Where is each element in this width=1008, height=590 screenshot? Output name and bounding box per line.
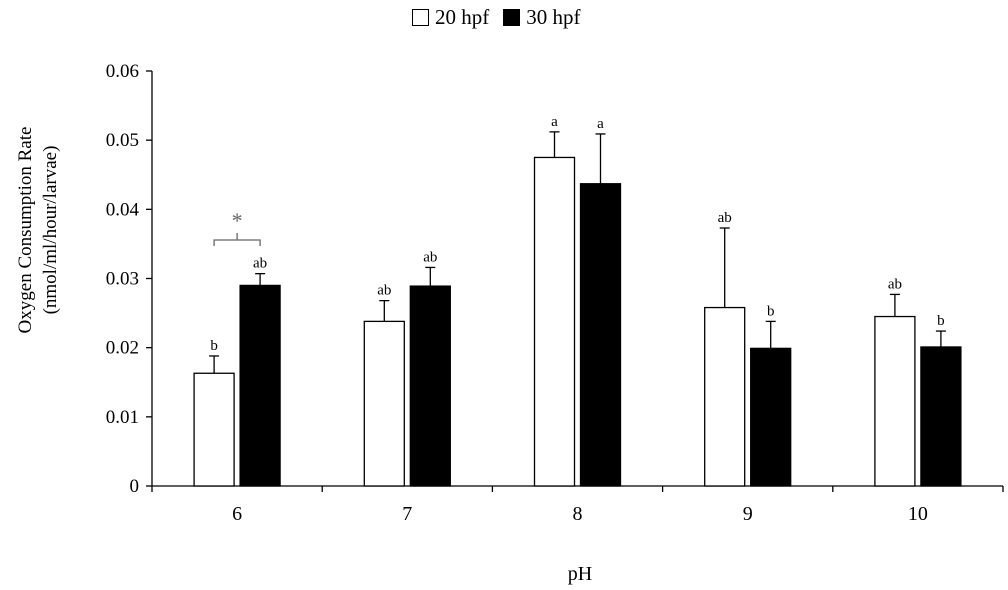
significance-letter: b [767, 303, 775, 319]
bar [874, 315, 916, 487]
significance-letter: ab [253, 256, 267, 272]
legend: 20 hpf 30 hpf [412, 4, 595, 30]
bar [239, 284, 281, 487]
x-tick-label: 6 [232, 503, 242, 525]
x-tick-label: 8 [573, 503, 583, 525]
y-tick-label: 0.01 [106, 407, 139, 428]
significance-letter: b [210, 338, 218, 354]
significance-asterisk: * [232, 208, 243, 233]
y-tick-label: 0.02 [106, 338, 139, 359]
y-tick-label: 0.05 [106, 130, 139, 151]
legend-item-20hpf: 20 hpf [412, 5, 489, 30]
significance-letter: ab [888, 276, 902, 292]
bar [704, 306, 746, 487]
significance-letter: a [597, 116, 604, 132]
legend-label-30hpf: 30 hpf [526, 4, 581, 29]
bar [409, 285, 451, 487]
legend-swatch-30hpf [503, 8, 521, 26]
significance-letter: ab [377, 283, 391, 299]
bar [533, 156, 576, 487]
significance-letter: ab [718, 210, 732, 226]
y-tick-label: 0.03 [106, 269, 139, 290]
x-axis-label: pH [567, 563, 593, 585]
legend-label-20hpf: 20 hpf [435, 4, 490, 29]
bar [750, 347, 792, 487]
x-tick-label: 10 [908, 503, 928, 525]
significance-bracket [213, 239, 261, 246]
bar [193, 372, 235, 487]
bar [579, 183, 622, 487]
significance-letter: ab [423, 249, 437, 265]
significance-letter: a [551, 114, 558, 130]
significance-letter: b [937, 313, 945, 329]
legend-item-30hpf: 30 hpf [503, 4, 581, 30]
y-tick-label: 0.06 [106, 61, 139, 82]
y-tick-label: 0.04 [106, 199, 140, 220]
bar [363, 320, 405, 487]
x-tick-label: 9 [743, 503, 753, 525]
x-tick-label: 7 [402, 503, 412, 525]
legend-swatch-20hpf [412, 8, 429, 26]
bar [920, 346, 962, 487]
y-tick-label: 0 [130, 476, 140, 497]
